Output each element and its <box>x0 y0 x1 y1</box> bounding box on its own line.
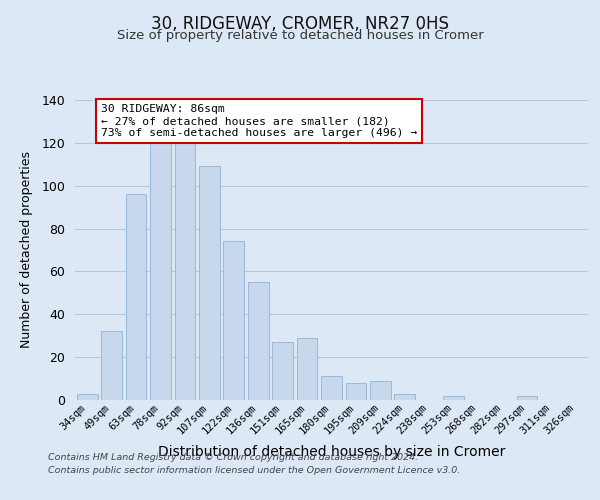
Bar <box>101 332 122 400</box>
Bar <box>272 342 293 400</box>
Bar <box>199 166 220 400</box>
Text: Size of property relative to detached houses in Cromer: Size of property relative to detached ho… <box>116 29 484 42</box>
Text: Contains HM Land Registry data © Crown copyright and database right 2024.: Contains HM Land Registry data © Crown c… <box>48 452 418 462</box>
Bar <box>370 380 391 400</box>
Bar <box>248 282 269 400</box>
Bar <box>517 396 538 400</box>
Text: 30 RIDGEWAY: 86sqm
← 27% of detached houses are smaller (182)
73% of semi-detach: 30 RIDGEWAY: 86sqm ← 27% of detached hou… <box>101 104 417 138</box>
X-axis label: Distribution of detached houses by size in Cromer: Distribution of detached houses by size … <box>158 444 505 458</box>
Bar <box>346 383 367 400</box>
Bar <box>296 338 317 400</box>
Bar <box>321 376 342 400</box>
Bar <box>223 242 244 400</box>
Text: Contains public sector information licensed under the Open Government Licence v3: Contains public sector information licen… <box>48 466 460 475</box>
Bar <box>394 394 415 400</box>
Y-axis label: Number of detached properties: Number of detached properties <box>20 152 33 348</box>
Bar <box>443 396 464 400</box>
Bar <box>77 394 98 400</box>
Bar <box>125 194 146 400</box>
Text: 30, RIDGEWAY, CROMER, NR27 0HS: 30, RIDGEWAY, CROMER, NR27 0HS <box>151 15 449 33</box>
Bar <box>175 117 196 400</box>
Bar <box>150 117 171 400</box>
